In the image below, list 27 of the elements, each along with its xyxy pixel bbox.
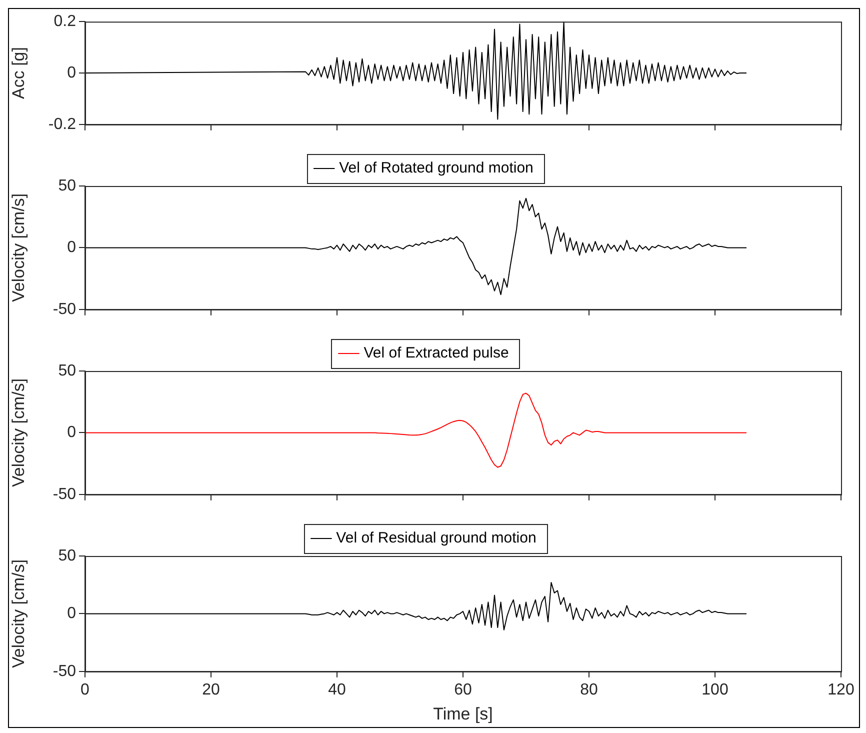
- y-tick-label: 0: [67, 239, 76, 256]
- y-tick-label: -50: [52, 662, 76, 680]
- x-tick-label: 80: [580, 681, 598, 698]
- y-tick-label: -50: [52, 486, 76, 503]
- x-tick-label: 40: [328, 681, 346, 698]
- x-tick-label: 20: [202, 681, 220, 698]
- y-axis-title: Velocity [cm/s]: [8, 559, 28, 668]
- legend-label: Vel of Residual ground motion: [336, 530, 536, 547]
- y-axis-title: Velocity [cm/s]: [8, 193, 28, 302]
- y-tick-label: -0.2: [48, 116, 76, 133]
- y-tick-label: 50: [58, 177, 76, 194]
- y-tick-label: 0: [67, 424, 76, 442]
- y-tick-label: 50: [58, 547, 76, 564]
- y-tick-label: 0.2: [54, 13, 76, 30]
- x-tick-label: 0: [80, 681, 90, 698]
- x-tick-label: 100: [702, 681, 728, 698]
- y-tick-label: -50: [52, 300, 76, 318]
- y-tick-label: 50: [58, 362, 76, 380]
- x-tick-label: 120: [828, 681, 854, 698]
- y-tick-label: 0: [67, 605, 76, 622]
- y-axis-title: Acc [g]: [8, 47, 28, 99]
- x-axis-title: Time [s]: [433, 704, 493, 724]
- y-axis-title: Velocity [cm/s]: [8, 378, 28, 488]
- legend-label: Vel of Extracted pulse: [364, 344, 509, 362]
- legend-label: Vel of Rotated ground motion: [339, 160, 534, 177]
- x-tick-label: 60: [454, 681, 472, 698]
- y-tick-label: 0: [67, 64, 76, 82]
